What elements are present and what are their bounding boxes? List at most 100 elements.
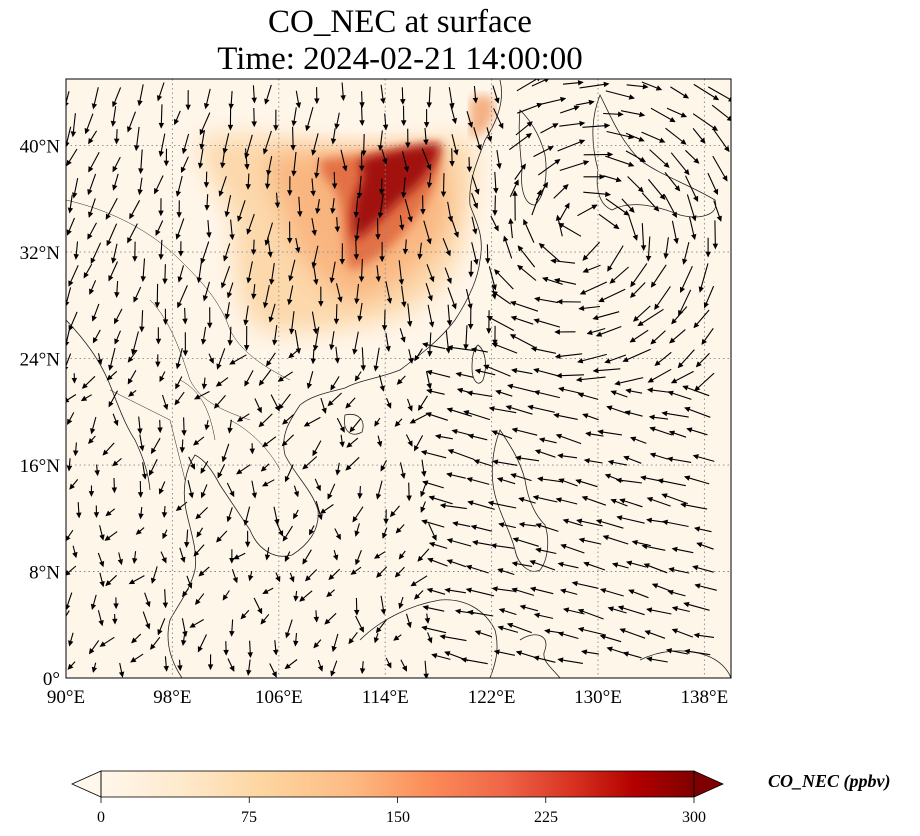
wind-vector-shaft: [576, 376, 606, 381]
wind-vector-arrow: [195, 593, 205, 606]
wind-vector-head: [423, 122, 430, 128]
wind-vector-head: [332, 554, 339, 561]
wind-vector-head: [595, 519, 603, 525]
wind-vector-head: [403, 166, 410, 173]
wind-vector-head: [227, 124, 234, 131]
wind-vector-arrow: [246, 213, 255, 235]
wind-vector-head: [243, 519, 249, 526]
wind-vector-arrow: [66, 217, 76, 236]
wind-vector-arrow: [229, 549, 235, 564]
wind-vector-head: [303, 421, 311, 427]
wind-vector-head: [354, 298, 360, 305]
wind-vector-arrow: [357, 486, 363, 500]
wind-vector-arrow: [266, 352, 276, 367]
wind-vector-head: [426, 369, 433, 376]
wind-vector-arrow: [394, 566, 405, 578]
wind-vector-arrow: [66, 592, 73, 611]
wind-vector-head: [578, 305, 585, 312]
wind-vector-arrow: [650, 330, 666, 345]
wind-vector-arrow: [541, 276, 563, 285]
wind-vector-arrow: [80, 394, 92, 402]
wind-vector-head: [460, 657, 467, 663]
wind-vector-head: [137, 492, 144, 498]
wind-vector-head: [295, 102, 302, 109]
wind-vector-arrow: [72, 177, 79, 199]
wind-vector-head: [571, 580, 578, 587]
wind-vector-head: [80, 395, 88, 402]
wind-vector-head: [67, 663, 74, 670]
wind-vector-head: [606, 646, 613, 652]
wind-vector-head: [177, 301, 183, 309]
wind-vector-head: [485, 258, 491, 264]
wind-vector-head: [468, 271, 474, 278]
wind-vector-arrow: [494, 269, 514, 290]
wind-vector-head: [491, 430, 498, 436]
wind-vector-head: [299, 595, 306, 602]
wind-vector-arrow: [424, 613, 431, 624]
wind-vector-arrow: [609, 266, 629, 284]
wind-vector-head: [175, 363, 181, 370]
wind-vector-arrow: [334, 112, 340, 130]
wind-vector-arrow: [622, 651, 642, 659]
wind-vector-arrow: [614, 377, 644, 386]
wind-vector-head: [195, 513, 202, 520]
wind-vector-shaft: [607, 245, 624, 272]
wind-vector-arrow: [108, 390, 118, 408]
wind-vector-head: [452, 521, 459, 527]
wind-vector-arrow: [179, 547, 186, 563]
wind-vector-arrow: [649, 452, 668, 460]
wind-vector-arrow: [339, 243, 346, 265]
wind-vector-arrow: [560, 105, 580, 114]
wind-vector-arrow: [162, 589, 169, 609]
wind-vector-arrow: [112, 413, 119, 427]
wind-vector-head: [246, 228, 252, 235]
wind-vector-head: [474, 368, 481, 374]
wind-vector-arrow: [426, 264, 435, 283]
wind-vector-head: [133, 145, 140, 152]
wind-vector-head: [409, 418, 416, 424]
wind-vector-head: [410, 580, 417, 587]
wind-vector-head: [421, 342, 429, 348]
wind-vector-arrow: [630, 263, 648, 288]
wind-vector-arrow: [355, 615, 364, 633]
wind-vector-arrow: [491, 430, 513, 440]
wind-vector-arrow: [220, 266, 231, 289]
wind-vector-arrow: [177, 265, 185, 283]
wind-vector-head: [154, 188, 160, 195]
wind-vector-arrow: [330, 198, 336, 215]
wind-vector-head: [66, 465, 73, 472]
wind-vector-arrow: [605, 155, 635, 167]
wind-vector-arrow: [177, 241, 184, 257]
wind-vector-head: [88, 137, 94, 145]
wind-vector-head: [251, 97, 257, 104]
wind-vector-arrow: [282, 525, 293, 542]
wind-vector-head: [494, 269, 501, 276]
wind-vector-arrow: [423, 127, 429, 146]
wind-vector-arrow: [533, 655, 556, 663]
wind-vector-head: [289, 576, 295, 583]
wind-vector-arrow: [713, 200, 722, 222]
wind-vector-head: [512, 190, 518, 196]
wind-vector-arrow: [692, 113, 719, 131]
wind-vector-arrow: [503, 235, 513, 259]
wind-vector-arrow: [226, 482, 235, 498]
wind-vector-arrow: [692, 454, 715, 462]
wind-vector-arrow: [113, 129, 120, 145]
wind-vector-head: [637, 186, 644, 193]
wind-vector-arrow: [227, 658, 235, 672]
wind-vector-arrow: [553, 278, 577, 285]
wind-vector-arrow: [66, 610, 70, 618]
wind-vector-head: [189, 463, 196, 470]
wind-vector-head: [386, 402, 392, 409]
wind-vector-head: [382, 158, 388, 165]
map-time-subtitle: Time: 2024-02-21 14:00:00: [217, 41, 583, 77]
wind-vector-head: [99, 534, 105, 541]
wind-vector-head: [625, 388, 632, 394]
wind-vector-head: [701, 338, 707, 345]
wind-vector-head: [385, 345, 391, 352]
wind-vector-arrow: [258, 369, 272, 386]
wind-vector-head: [467, 500, 474, 506]
wind-vector-arrow: [657, 478, 686, 487]
wind-vector-shaft: [623, 348, 651, 362]
wind-vector-head: [313, 642, 320, 649]
